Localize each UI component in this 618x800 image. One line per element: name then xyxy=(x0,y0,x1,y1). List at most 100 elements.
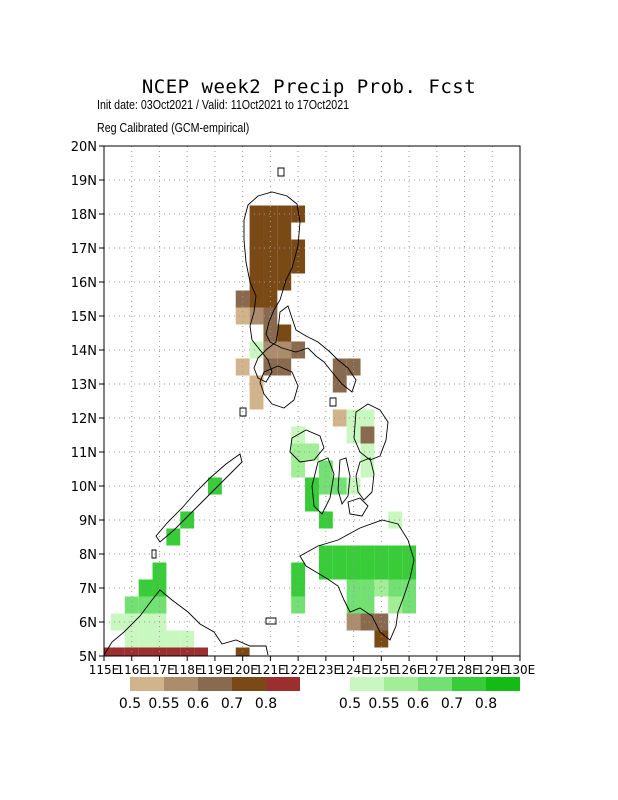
prob-cell-dry xyxy=(291,239,306,257)
coastline-cebu xyxy=(337,457,351,505)
lon-tick-label: 128E xyxy=(449,663,480,677)
prob-cell-dry xyxy=(277,256,292,274)
prob-cell-wet xyxy=(388,579,403,597)
map-title: NCEP week2 Precip Prob. Fcst xyxy=(141,76,477,98)
lon-tick-label: 124E xyxy=(338,663,369,677)
prob-cell-dry xyxy=(249,392,264,410)
prob-cell-wet xyxy=(346,545,361,563)
prob-cell-wet xyxy=(360,579,375,597)
wet-legend-label: 0.5 xyxy=(339,696,361,712)
prob-cell-dry xyxy=(374,630,389,648)
lon-tick-label: 121E xyxy=(255,663,286,677)
coastline-palawan xyxy=(155,453,243,543)
prob-cell-dry xyxy=(332,358,347,376)
dry-legend-swatch xyxy=(164,677,198,691)
prob-cell-dry xyxy=(104,647,111,656)
lat-tick-label: 20N xyxy=(71,140,97,155)
prob-cell-dry xyxy=(166,647,181,656)
lon-tick-label: 115E xyxy=(89,663,120,677)
prob-cell-wet xyxy=(124,596,139,614)
prob-cell-wet xyxy=(360,409,375,427)
prob-cell-wet xyxy=(166,630,181,648)
lon-tick-label: 120E xyxy=(227,663,258,677)
prob-cell-wet xyxy=(138,596,153,614)
lat-tick-label: 19N xyxy=(71,174,97,189)
prob-cell-dry xyxy=(360,613,375,631)
prob-cell-wet xyxy=(318,460,333,478)
coastline-islet-3 xyxy=(239,407,247,417)
lon-tick-label: 126E xyxy=(394,663,425,677)
prob-cell-wet xyxy=(388,596,403,614)
prob-cell-wet xyxy=(346,579,361,597)
dry-legend-swatch xyxy=(266,677,300,691)
prob-cell-dry xyxy=(249,222,264,240)
prob-cell-dry xyxy=(263,205,278,223)
prob-cell-wet xyxy=(124,630,139,648)
coastline-negros xyxy=(311,457,335,515)
prob-cell-wet xyxy=(388,545,403,563)
prob-cell-wet xyxy=(388,511,403,529)
prob-cell-wet xyxy=(138,613,153,631)
coastline-panay xyxy=(289,429,325,463)
wet-legend-swatch xyxy=(452,677,486,691)
coastline-borneo xyxy=(103,589,269,656)
prob-cell-wet xyxy=(318,511,333,529)
init-valid-subtitle: Init date: 03Oct2021 / Valid: 11Oct2021 … xyxy=(97,97,350,112)
lon-tick-label: 116E xyxy=(116,663,147,677)
wet-legend-label: 0.8 xyxy=(475,696,497,712)
lat-tick-label: 13N xyxy=(71,378,97,393)
prob-cell-wet xyxy=(110,613,125,631)
lon-tick-label: 130E xyxy=(505,663,536,677)
dry-legend-label: 0.6 xyxy=(187,696,209,712)
prob-cell-dry xyxy=(360,426,375,444)
lon-tick-label: 118E xyxy=(172,663,203,677)
lon-tick-label: 129E xyxy=(477,663,508,677)
coastline-bohol xyxy=(347,497,369,517)
prob-cell-wet xyxy=(332,562,347,580)
prob-cell-wet xyxy=(388,562,403,580)
coastline-samar xyxy=(353,403,389,461)
prob-cell-dry xyxy=(249,205,264,223)
lon-tick-label: 123E xyxy=(311,663,342,677)
prob-cell-wet xyxy=(346,426,361,444)
prob-cell-dry xyxy=(291,341,306,359)
lon-tick-label: 119E xyxy=(200,663,231,677)
lat-tick-label: 6N xyxy=(79,616,97,631)
prob-cell-dry xyxy=(138,647,153,656)
prob-cell-wet xyxy=(402,596,416,614)
prob-cell-wet xyxy=(166,528,181,546)
prob-cell-wet xyxy=(291,460,306,478)
lat-tick-label: 7N xyxy=(79,582,97,597)
prob-cell-dry xyxy=(194,647,208,656)
prob-cell-wet xyxy=(346,409,361,427)
prob-cell-wet xyxy=(360,596,375,614)
prob-cell-dry xyxy=(249,239,264,257)
wet-legend-swatch xyxy=(384,677,418,691)
wet-legend-label: 0.55 xyxy=(368,696,399,712)
prob-cell-wet xyxy=(360,460,375,478)
prob-cell-dry xyxy=(249,290,264,308)
prob-cell-dry xyxy=(263,324,278,342)
prob-cell-wet xyxy=(291,579,306,597)
prob-cell-wet xyxy=(291,596,306,614)
coastline-mindoro xyxy=(259,365,299,409)
prob-cell-dry xyxy=(277,358,292,376)
prob-cell-wet xyxy=(152,596,167,614)
prob-cell-wet xyxy=(360,443,375,461)
prob-cell-dry xyxy=(263,341,278,359)
prob-cell-wet xyxy=(152,630,167,648)
lat-tick-label: 5N xyxy=(79,650,97,665)
prob-cell-wet xyxy=(360,562,375,580)
coastline-islet-5 xyxy=(265,617,277,625)
dry-legend-swatch xyxy=(198,677,232,691)
lat-tick-label: 9N xyxy=(79,514,97,529)
color-legends: 0.5 0.55 0.6 0.7 0.8 0.5 0.55 0.6 0.7 0.8 xyxy=(119,677,520,712)
map-frame xyxy=(103,145,521,657)
lon-tick-label: 117E xyxy=(144,663,175,677)
gridlines xyxy=(104,146,520,656)
lat-tick-label: 12N xyxy=(71,412,97,427)
prob-cell-dry xyxy=(249,375,264,393)
prob-cell-dry xyxy=(235,290,250,308)
prob-cell-dry xyxy=(263,256,278,274)
